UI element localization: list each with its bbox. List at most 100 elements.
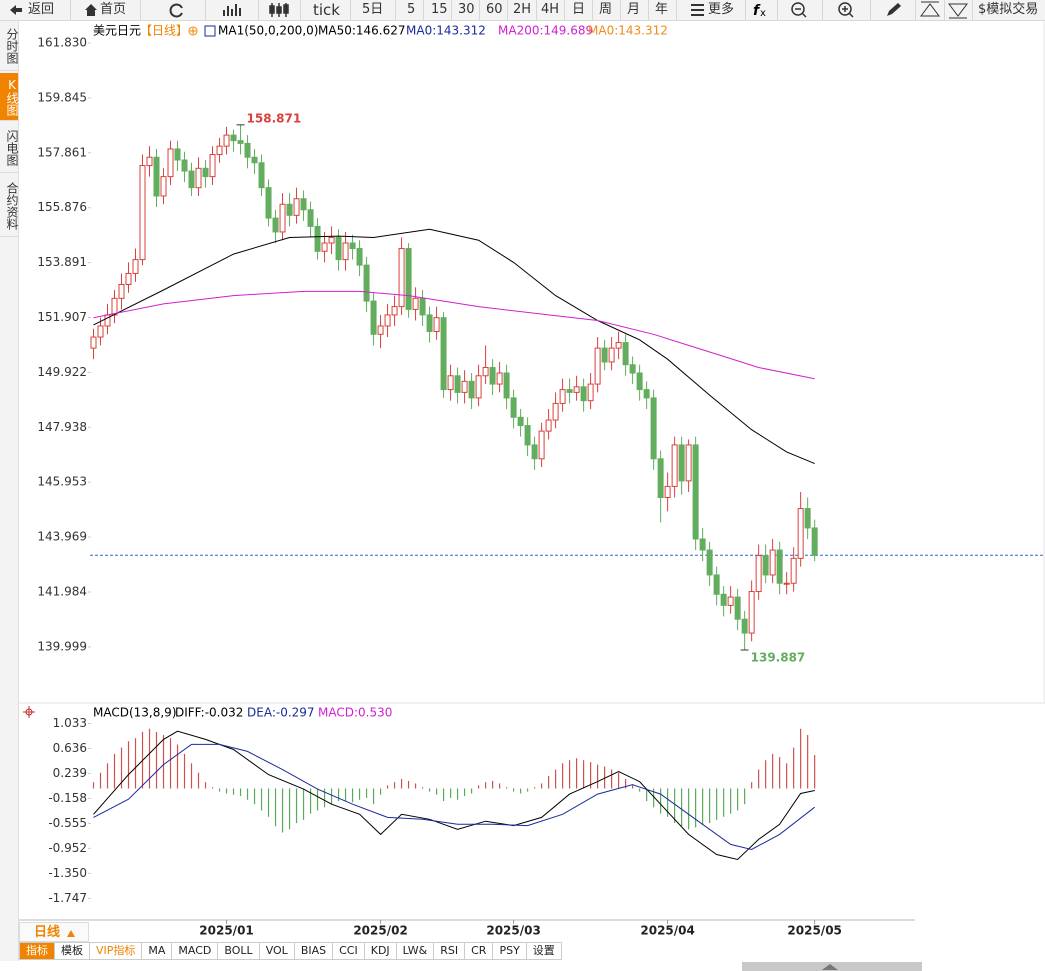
more-button[interactable]: 更多 — [708, 2, 735, 17]
macd-icon[interactable] — [23, 706, 35, 718]
home-button[interactable]: 首页 — [100, 2, 127, 17]
period-button[interactable]: 5日 — [362, 2, 384, 17]
candle-body — [468, 380, 475, 399]
candle-body — [706, 549, 713, 576]
back-icon[interactable] — [10, 5, 22, 15]
candle-body — [811, 527, 818, 556]
candle-body — [545, 419, 552, 432]
sidebar-tab[interactable]: 合约资料 — [0, 175, 19, 237]
indicator-tab[interactable]: 设置 — [526, 942, 562, 960]
candle-body — [244, 142, 251, 158]
y-tick-label: 161.830 — [37, 36, 87, 50]
tick-button[interactable]: tick — [313, 1, 340, 19]
candle-body — [594, 347, 601, 385]
y-tick-label: -1.747 — [48, 891, 87, 905]
y-tick-label: -0.952 — [48, 841, 87, 855]
indicator-tab[interactable]: 指标 — [19, 942, 55, 960]
pen-icon[interactable] — [887, 3, 901, 16]
period-button[interactable]: 4H — [541, 2, 560, 17]
period-button[interactable]: 60 — [486, 2, 503, 17]
indicator-icon[interactable] — [204, 25, 216, 37]
candle-body — [97, 325, 104, 338]
sidebar-tab[interactable]: 分时图 — [0, 21, 19, 71]
candle-body — [580, 386, 587, 402]
period-button[interactable]: 15 — [431, 2, 448, 17]
period-button[interactable]: 5 — [407, 2, 416, 17]
candle-body — [398, 248, 405, 308]
sidebar-tab[interactable]: 闪电图 — [0, 123, 19, 173]
candle-body — [139, 165, 146, 261]
period-button[interactable]: 日 — [572, 2, 586, 17]
period-button[interactable]: 月 — [627, 2, 641, 17]
candle-icon[interactable] — [269, 3, 289, 17]
indicator-tab[interactable]: PSY — [493, 942, 527, 960]
menu-icon[interactable] — [691, 4, 704, 16]
triangle-up-icon[interactable] — [920, 1, 940, 17]
candle-body — [90, 336, 97, 349]
candle-body — [629, 364, 636, 374]
y-tick-label: -0.158 — [48, 791, 87, 805]
indicator-tab[interactable]: BOLL — [218, 942, 260, 960]
macd-line — [93, 730, 815, 861]
legend-item: MACD:0.530 — [318, 706, 392, 720]
indicator-tab[interactable]: CCI — [333, 942, 365, 960]
candle-body — [391, 306, 398, 316]
low-label: 139.887 — [751, 650, 806, 664]
x-tick-label: 2025/02 — [353, 924, 407, 938]
y-tick-label: 139.999 — [37, 639, 87, 653]
candle-body — [251, 156, 258, 164]
indicator-tab[interactable]: KDJ — [364, 942, 397, 960]
home-icon[interactable] — [85, 4, 97, 16]
scrollbar[interactable] — [742, 962, 922, 971]
indicator-tab[interactable]: MA — [142, 942, 173, 960]
candle-body — [160, 176, 167, 197]
indicator-tab[interactable]: MACD — [172, 942, 219, 960]
separator — [205, 0, 206, 20]
bar-icon[interactable] — [223, 4, 241, 16]
timeframe-tab[interactable]: 日线 — [19, 922, 89, 942]
candle-body — [223, 134, 230, 147]
separator — [972, 0, 973, 20]
ma-line — [93, 290, 815, 380]
x-tick-label: 2025/01 — [199, 924, 253, 938]
back-button[interactable]: 返回 — [28, 2, 55, 17]
add-icon[interactable] — [188, 26, 198, 36]
candle-body — [755, 555, 762, 593]
sidebar-tab-active[interactable]: K线图 — [0, 73, 19, 121]
period-button[interactable]: 2H — [513, 2, 532, 17]
separator — [592, 0, 593, 20]
y-tick-label: 149.922 — [37, 365, 87, 379]
indicator-tab[interactable]: VIP指标 — [90, 942, 143, 960]
refresh-icon[interactable] — [169, 3, 183, 18]
candle-body — [713, 574, 720, 595]
fx-icon[interactable]: f — [753, 3, 761, 19]
candle-body — [405, 248, 412, 310]
legend-item: MA0:143.312 — [588, 24, 668, 38]
zoom-in-icon[interactable] — [838, 2, 854, 18]
candle-body — [356, 248, 363, 266]
candle-body — [608, 347, 615, 363]
separator — [915, 0, 916, 20]
indicator-tab[interactable]: LW& — [396, 942, 435, 960]
indicator-tab[interactable]: BIAS — [294, 942, 334, 960]
candle-body — [776, 549, 783, 584]
candle-body — [195, 167, 202, 189]
indicator-tab[interactable]: RSI — [434, 942, 466, 960]
candle-body — [678, 444, 685, 482]
sim-trade-button[interactable]: $模拟交易 — [978, 2, 1039, 17]
period-button[interactable]: 年 — [655, 2, 669, 17]
period-button[interactable]: 周 — [599, 2, 613, 17]
legend-item: MA200:149.689 — [498, 24, 593, 38]
period-button[interactable]: 30 — [458, 2, 475, 17]
indicator-tab[interactable]: VOL — [259, 942, 295, 960]
separator — [423, 0, 424, 20]
fx-icon-x[interactable]: x — [760, 8, 766, 19]
indicator-tab[interactable]: 模板 — [55, 942, 90, 960]
indicator-tab[interactable]: CR — [465, 942, 494, 960]
triangle-down-icon[interactable] — [948, 3, 968, 19]
candle-body — [426, 314, 433, 333]
y-tick-label: 157.861 — [37, 145, 87, 159]
zoom-out-icon[interactable] — [791, 2, 807, 18]
scroll-arrow — [822, 964, 838, 970]
